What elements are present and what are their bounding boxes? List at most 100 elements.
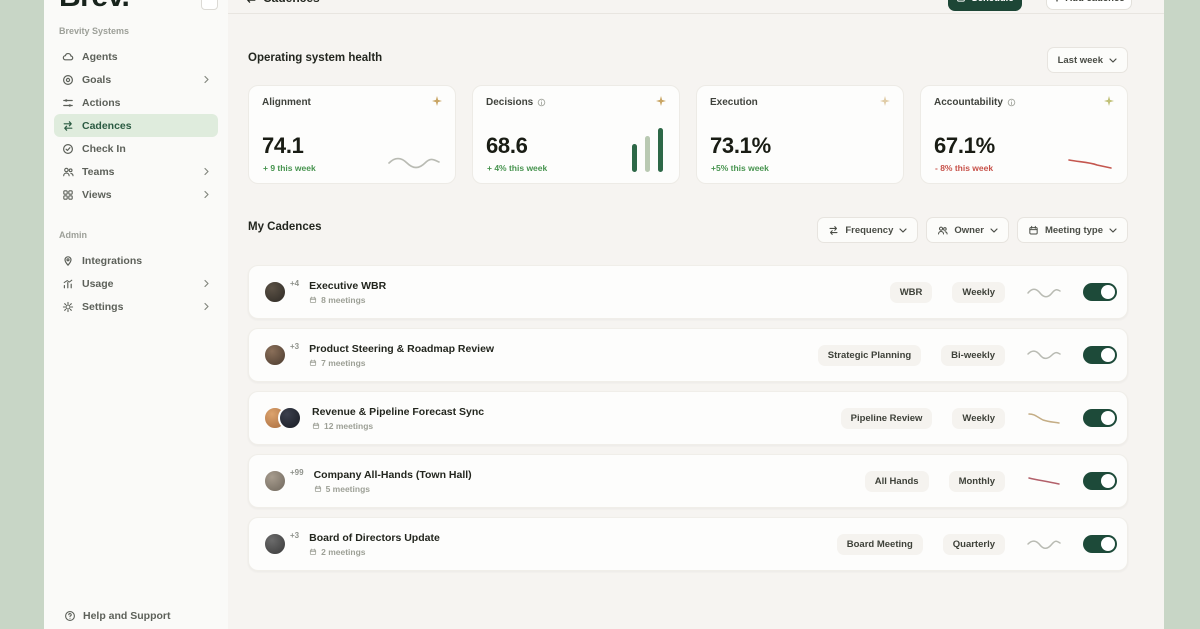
cadence-row-revenue-pipeline[interactable]: Revenue & Pipeline Forecast Sync 12 meet…: [248, 391, 1128, 445]
meeting-count: 7 meetings: [321, 357, 366, 368]
health-section-title: Operating system health: [248, 52, 383, 64]
sparkline-decline-tan: [1025, 411, 1063, 425]
metric-delta: - 8% this week: [935, 163, 994, 173]
sidebar-section-label: Admin: [59, 230, 87, 240]
sidebar-collapse-button[interactable]: [201, 0, 218, 10]
sidebar-item-label: Views: [82, 188, 112, 201]
calendar-icon: [1028, 225, 1039, 236]
meeting-count: 2 meetings: [321, 546, 366, 557]
avatar-group: [263, 406, 302, 430]
info-icon: [1007, 98, 1016, 107]
sidebar-item-settings[interactable]: Settings: [54, 295, 218, 318]
frequency-tag: Bi-weekly: [941, 344, 1005, 366]
avatar-group: [263, 469, 287, 493]
cadence-name: Executive WBR: [309, 279, 387, 292]
add-cadence-button[interactable]: Add cadence: [1046, 0, 1132, 10]
filter-meeting-type[interactable]: Meeting type: [1016, 217, 1128, 243]
metric-card-alignment[interactable]: Alignment 74.1 + 9 this week: [248, 85, 456, 184]
meeting-type-tag: All Hands: [864, 470, 929, 492]
health-cards: Alignment 74.1 + 9 this week Decisions 6…: [248, 85, 1128, 184]
avatar: [278, 406, 302, 430]
calendar-icon: [309, 548, 317, 556]
page-header: Cadences Schedule Add cadence: [228, 0, 1164, 14]
meeting-type-tag: Strategic Planning: [817, 344, 922, 366]
sidebar-item-goals[interactable]: Goals: [54, 68, 218, 91]
calendar-icon: [309, 359, 317, 367]
metric-value: 74.1: [262, 133, 304, 158]
cadence-list: +4 Executive WBR 8 meetings WBR Weekly: [248, 265, 1128, 571]
cadence-row-executive-wbr[interactable]: +4 Executive WBR 8 meetings WBR Weekly: [248, 265, 1128, 319]
gear-icon: [62, 301, 74, 313]
sidebar: Brev. Brevity Systems Agents Goals Actio…: [44, 0, 229, 629]
help-and-support[interactable]: Help and Support: [64, 610, 171, 622]
avatar-group: [263, 532, 287, 556]
enabled-toggle[interactable]: [1083, 409, 1117, 427]
card-title: Accountability: [934, 97, 1003, 108]
chevron-down-icon: [1109, 227, 1117, 233]
filter-frequency[interactable]: Frequency: [817, 217, 919, 243]
mini-bar-chart: [632, 128, 663, 172]
sidebar-item-cadences[interactable]: Cadences: [54, 114, 218, 137]
sidebar-item-views[interactable]: Views: [54, 183, 218, 206]
sparkline-wave-gray: [1025, 285, 1063, 299]
sparkline-decline-red: [1025, 474, 1063, 488]
meeting-count: 12 meetings: [324, 420, 374, 431]
cadence-name: Revenue & Pipeline Forecast Sync: [312, 405, 485, 418]
sparkle-icon: [1103, 95, 1115, 107]
calendar-icon: [309, 296, 317, 304]
metric-value: 67.1%: [934, 133, 995, 158]
sidebar-item-agents[interactable]: Agents: [54, 45, 218, 68]
period-select[interactable]: Last week: [1046, 47, 1128, 73]
enabled-toggle[interactable]: [1083, 472, 1117, 490]
cadence-row-product-steering[interactable]: +3 Product Steering & Roadmap Review 7 m…: [248, 328, 1128, 382]
check-circle-icon: [62, 143, 74, 155]
people-icon: [937, 225, 948, 236]
cadences-section-title: My Cadences: [248, 221, 322, 233]
chevron-right-icon: [203, 302, 210, 311]
more-members-badge: +4: [290, 279, 300, 288]
filter-owner[interactable]: Owner: [926, 217, 1009, 243]
metric-card-execution[interactable]: Execution 73.1% +5% this week: [696, 85, 904, 184]
meeting-count: 8 meetings: [321, 294, 366, 305]
sidebar-item-check-in[interactable]: Check In: [54, 137, 218, 160]
avatar-group: [263, 280, 287, 304]
more-members-badge: +99: [290, 468, 304, 477]
sidebar-item-label: Goals: [82, 73, 112, 86]
sidebar-item-teams[interactable]: Teams: [54, 160, 218, 183]
meeting-type-tag: Pipeline Review: [840, 407, 933, 429]
frequency-tag: Weekly: [952, 407, 1005, 429]
meeting-type-tag: Board Meeting: [836, 533, 923, 555]
metric-card-decisions[interactable]: Decisions 68.6 + 4% this week: [472, 85, 680, 184]
cadence-row-company-all-hands[interactable]: +99 Company All-Hands (Town Hall) 5 meet…: [248, 454, 1128, 508]
enabled-toggle[interactable]: [1083, 535, 1117, 553]
frequency-tag: Weekly: [952, 281, 1005, 303]
chevron-right-icon: [203, 167, 210, 176]
card-title: Execution: [710, 97, 758, 108]
brand-logo: Brev.: [59, 0, 130, 14]
sidebar-item-integrations[interactable]: Integrations: [54, 249, 218, 272]
sidebar-item-actions[interactable]: Actions: [54, 91, 218, 114]
sidebar-item-usage[interactable]: Usage: [54, 272, 218, 295]
metric-card-accountability[interactable]: Accountability 67.1% - 8% this week: [920, 85, 1128, 184]
chart-icon: [62, 278, 74, 290]
sparkline-wave-gray: [1025, 348, 1063, 362]
avatar: [263, 469, 287, 493]
grid-icon: [62, 189, 74, 201]
sidebar-item-label: Settings: [82, 300, 124, 313]
enabled-toggle[interactable]: [1083, 346, 1117, 364]
pin-icon: [62, 255, 74, 267]
chevron-right-icon: [203, 279, 210, 288]
avatar-group: [263, 343, 287, 367]
metric-delta: + 9 this week: [263, 163, 316, 173]
schedule-button[interactable]: Schedule: [948, 0, 1022, 11]
sliders-icon: [62, 97, 74, 109]
help-label: Help and Support: [83, 610, 171, 622]
sparkle-icon: [879, 95, 891, 107]
meeting-count: 5 meetings: [325, 483, 370, 494]
cadence-row-board-of-directors[interactable]: +3 Board of Directors Update 2 meetings …: [248, 517, 1128, 571]
card-title: Alignment: [262, 97, 311, 108]
enabled-toggle[interactable]: [1083, 283, 1117, 301]
more-members-badge: +3: [290, 531, 300, 540]
avatar: [263, 280, 287, 304]
